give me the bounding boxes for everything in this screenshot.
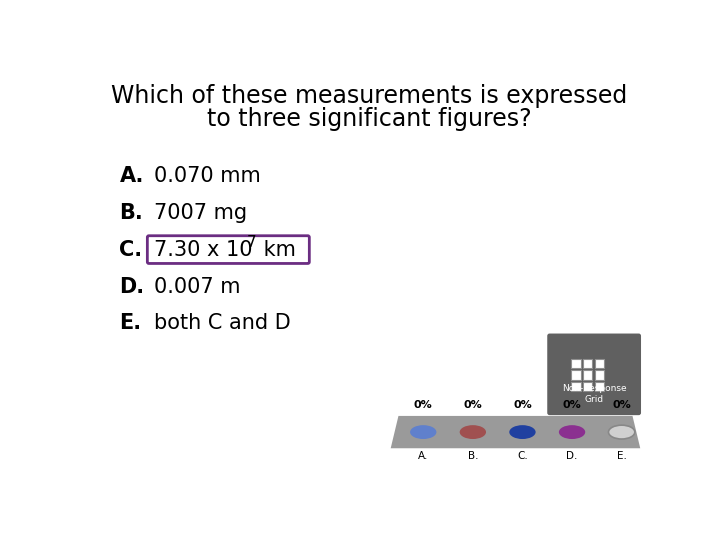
Text: E.: E. [617, 451, 626, 461]
Text: km: km [256, 240, 295, 260]
Ellipse shape [608, 425, 635, 439]
Ellipse shape [410, 425, 436, 439]
FancyBboxPatch shape [595, 359, 604, 368]
FancyBboxPatch shape [595, 370, 604, 380]
Text: both C and D: both C and D [153, 313, 290, 333]
Text: A.: A. [418, 451, 428, 461]
FancyBboxPatch shape [583, 382, 593, 392]
FancyBboxPatch shape [148, 236, 310, 264]
Text: 0%: 0% [464, 400, 482, 410]
Text: 7007 mg: 7007 mg [153, 202, 247, 222]
Text: 0.070 mm: 0.070 mm [153, 166, 261, 186]
FancyBboxPatch shape [583, 359, 593, 368]
Text: 0%: 0% [562, 400, 582, 410]
Ellipse shape [559, 425, 585, 439]
Text: 7: 7 [246, 235, 256, 250]
Text: B.: B. [120, 202, 143, 222]
Text: C.: C. [120, 240, 143, 260]
FancyBboxPatch shape [571, 359, 580, 368]
FancyBboxPatch shape [571, 382, 580, 392]
FancyBboxPatch shape [571, 370, 580, 380]
Text: 0%: 0% [414, 400, 433, 410]
Text: Which of these measurements is expressed: Which of these measurements is expressed [111, 84, 627, 107]
Text: 0.007 m: 0.007 m [153, 276, 240, 296]
Text: to three significant figures?: to three significant figures? [207, 107, 531, 131]
Text: 0%: 0% [612, 400, 631, 410]
FancyBboxPatch shape [595, 382, 604, 392]
Text: 7.30 x 10: 7.30 x 10 [153, 240, 252, 260]
Text: D.: D. [120, 276, 145, 296]
Text: D.: D. [567, 451, 577, 461]
Text: C.: C. [517, 451, 528, 461]
FancyBboxPatch shape [583, 370, 593, 380]
Text: E.: E. [120, 313, 142, 333]
Text: B.: B. [467, 451, 478, 461]
FancyBboxPatch shape [547, 334, 641, 415]
Ellipse shape [459, 425, 486, 439]
Text: A.: A. [120, 166, 144, 186]
Text: 0%: 0% [513, 400, 532, 410]
Ellipse shape [509, 425, 536, 439]
Polygon shape [391, 416, 640, 448]
Text: Non-Response
Grid: Non-Response Grid [562, 383, 626, 403]
